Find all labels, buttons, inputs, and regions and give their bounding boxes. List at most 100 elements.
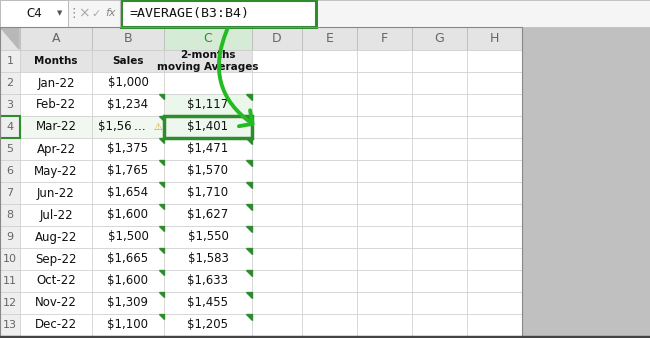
Text: $1,570: $1,570: [187, 165, 229, 177]
Bar: [467, 50, 522, 72]
Bar: [0, 226, 20, 248]
Text: $1,455: $1,455: [187, 296, 229, 310]
Bar: [0, 314, 20, 336]
Bar: [412, 204, 467, 226]
Bar: [357, 270, 412, 292]
Bar: [0, 50, 20, 72]
Bar: [357, 116, 412, 138]
Bar: [20, 160, 92, 182]
Bar: [164, 116, 252, 138]
Text: $1,205: $1,205: [187, 318, 229, 332]
Bar: [20, 226, 92, 248]
Bar: [92, 72, 164, 94]
Text: May-22: May-22: [34, 165, 78, 177]
Bar: [164, 226, 252, 248]
Bar: [92, 50, 164, 72]
Bar: [357, 248, 412, 270]
Text: Sales: Sales: [112, 56, 144, 66]
Bar: [164, 314, 252, 336]
Text: Jan-22: Jan-22: [37, 76, 75, 90]
Bar: [164, 182, 252, 204]
Bar: [467, 292, 522, 314]
Text: $1,401: $1,401: [187, 121, 229, 134]
Polygon shape: [246, 182, 252, 188]
Bar: [252, 160, 302, 182]
Text: ⚠: ⚠: [153, 122, 162, 132]
Text: fx: fx: [105, 8, 115, 19]
Bar: [302, 270, 357, 292]
Text: $1,471: $1,471: [187, 143, 229, 155]
Text: ✓: ✓: [91, 8, 101, 19]
Text: 10: 10: [3, 254, 17, 264]
Bar: [164, 27, 252, 50]
Text: 3: 3: [6, 100, 14, 110]
Text: 4: 4: [6, 122, 14, 132]
Bar: [20, 27, 92, 50]
Polygon shape: [246, 204, 252, 210]
Polygon shape: [246, 314, 252, 320]
Bar: [0, 94, 20, 116]
Bar: [20, 94, 92, 116]
Bar: [467, 314, 522, 336]
Bar: [121, 0, 316, 27]
Bar: [0, 116, 20, 138]
Bar: [20, 270, 92, 292]
Bar: [20, 50, 92, 72]
Polygon shape: [246, 292, 252, 298]
Bar: [0, 27, 20, 50]
Bar: [164, 72, 252, 94]
Text: $1,550: $1,550: [188, 231, 228, 243]
Text: C: C: [203, 32, 213, 45]
Polygon shape: [1, 28, 19, 49]
Bar: [357, 27, 412, 50]
Bar: [302, 94, 357, 116]
Bar: [412, 248, 467, 270]
Bar: [467, 138, 522, 160]
Text: $1,100: $1,100: [107, 318, 148, 332]
Bar: [0, 27, 522, 336]
Text: ⋮: ⋮: [68, 7, 80, 20]
Bar: [164, 270, 252, 292]
Bar: [302, 138, 357, 160]
Polygon shape: [159, 248, 164, 253]
Bar: [412, 138, 467, 160]
Bar: [467, 116, 522, 138]
Bar: [20, 248, 92, 270]
Bar: [412, 182, 467, 204]
Bar: [0, 0, 650, 27]
Bar: [412, 226, 467, 248]
Polygon shape: [159, 160, 164, 165]
Text: $1,000: $1,000: [107, 76, 148, 90]
Text: B: B: [124, 32, 133, 45]
Text: $1,56 …: $1,56 …: [98, 121, 146, 134]
Bar: [164, 94, 252, 116]
Bar: [92, 248, 164, 270]
Bar: [357, 182, 412, 204]
Bar: [467, 204, 522, 226]
Polygon shape: [159, 270, 164, 275]
Bar: [357, 226, 412, 248]
Bar: [252, 50, 302, 72]
Bar: [0, 292, 20, 314]
Bar: [0, 72, 20, 94]
Bar: [20, 292, 92, 314]
Text: Dec-22: Dec-22: [35, 318, 77, 332]
Bar: [0, 270, 20, 292]
Bar: [467, 94, 522, 116]
Text: 2-months
moving Averages: 2-months moving Averages: [157, 50, 259, 72]
Text: ▼: ▼: [57, 10, 62, 17]
Bar: [0, 116, 20, 138]
Bar: [302, 72, 357, 94]
Text: 9: 9: [6, 232, 14, 242]
Bar: [467, 248, 522, 270]
Text: G: G: [435, 32, 445, 45]
Bar: [412, 94, 467, 116]
Text: $1,583: $1,583: [188, 252, 228, 266]
Bar: [20, 116, 92, 138]
Bar: [92, 204, 164, 226]
Bar: [302, 116, 357, 138]
Bar: [252, 226, 302, 248]
Bar: [92, 94, 164, 116]
Bar: [412, 50, 467, 72]
Bar: [302, 27, 357, 50]
